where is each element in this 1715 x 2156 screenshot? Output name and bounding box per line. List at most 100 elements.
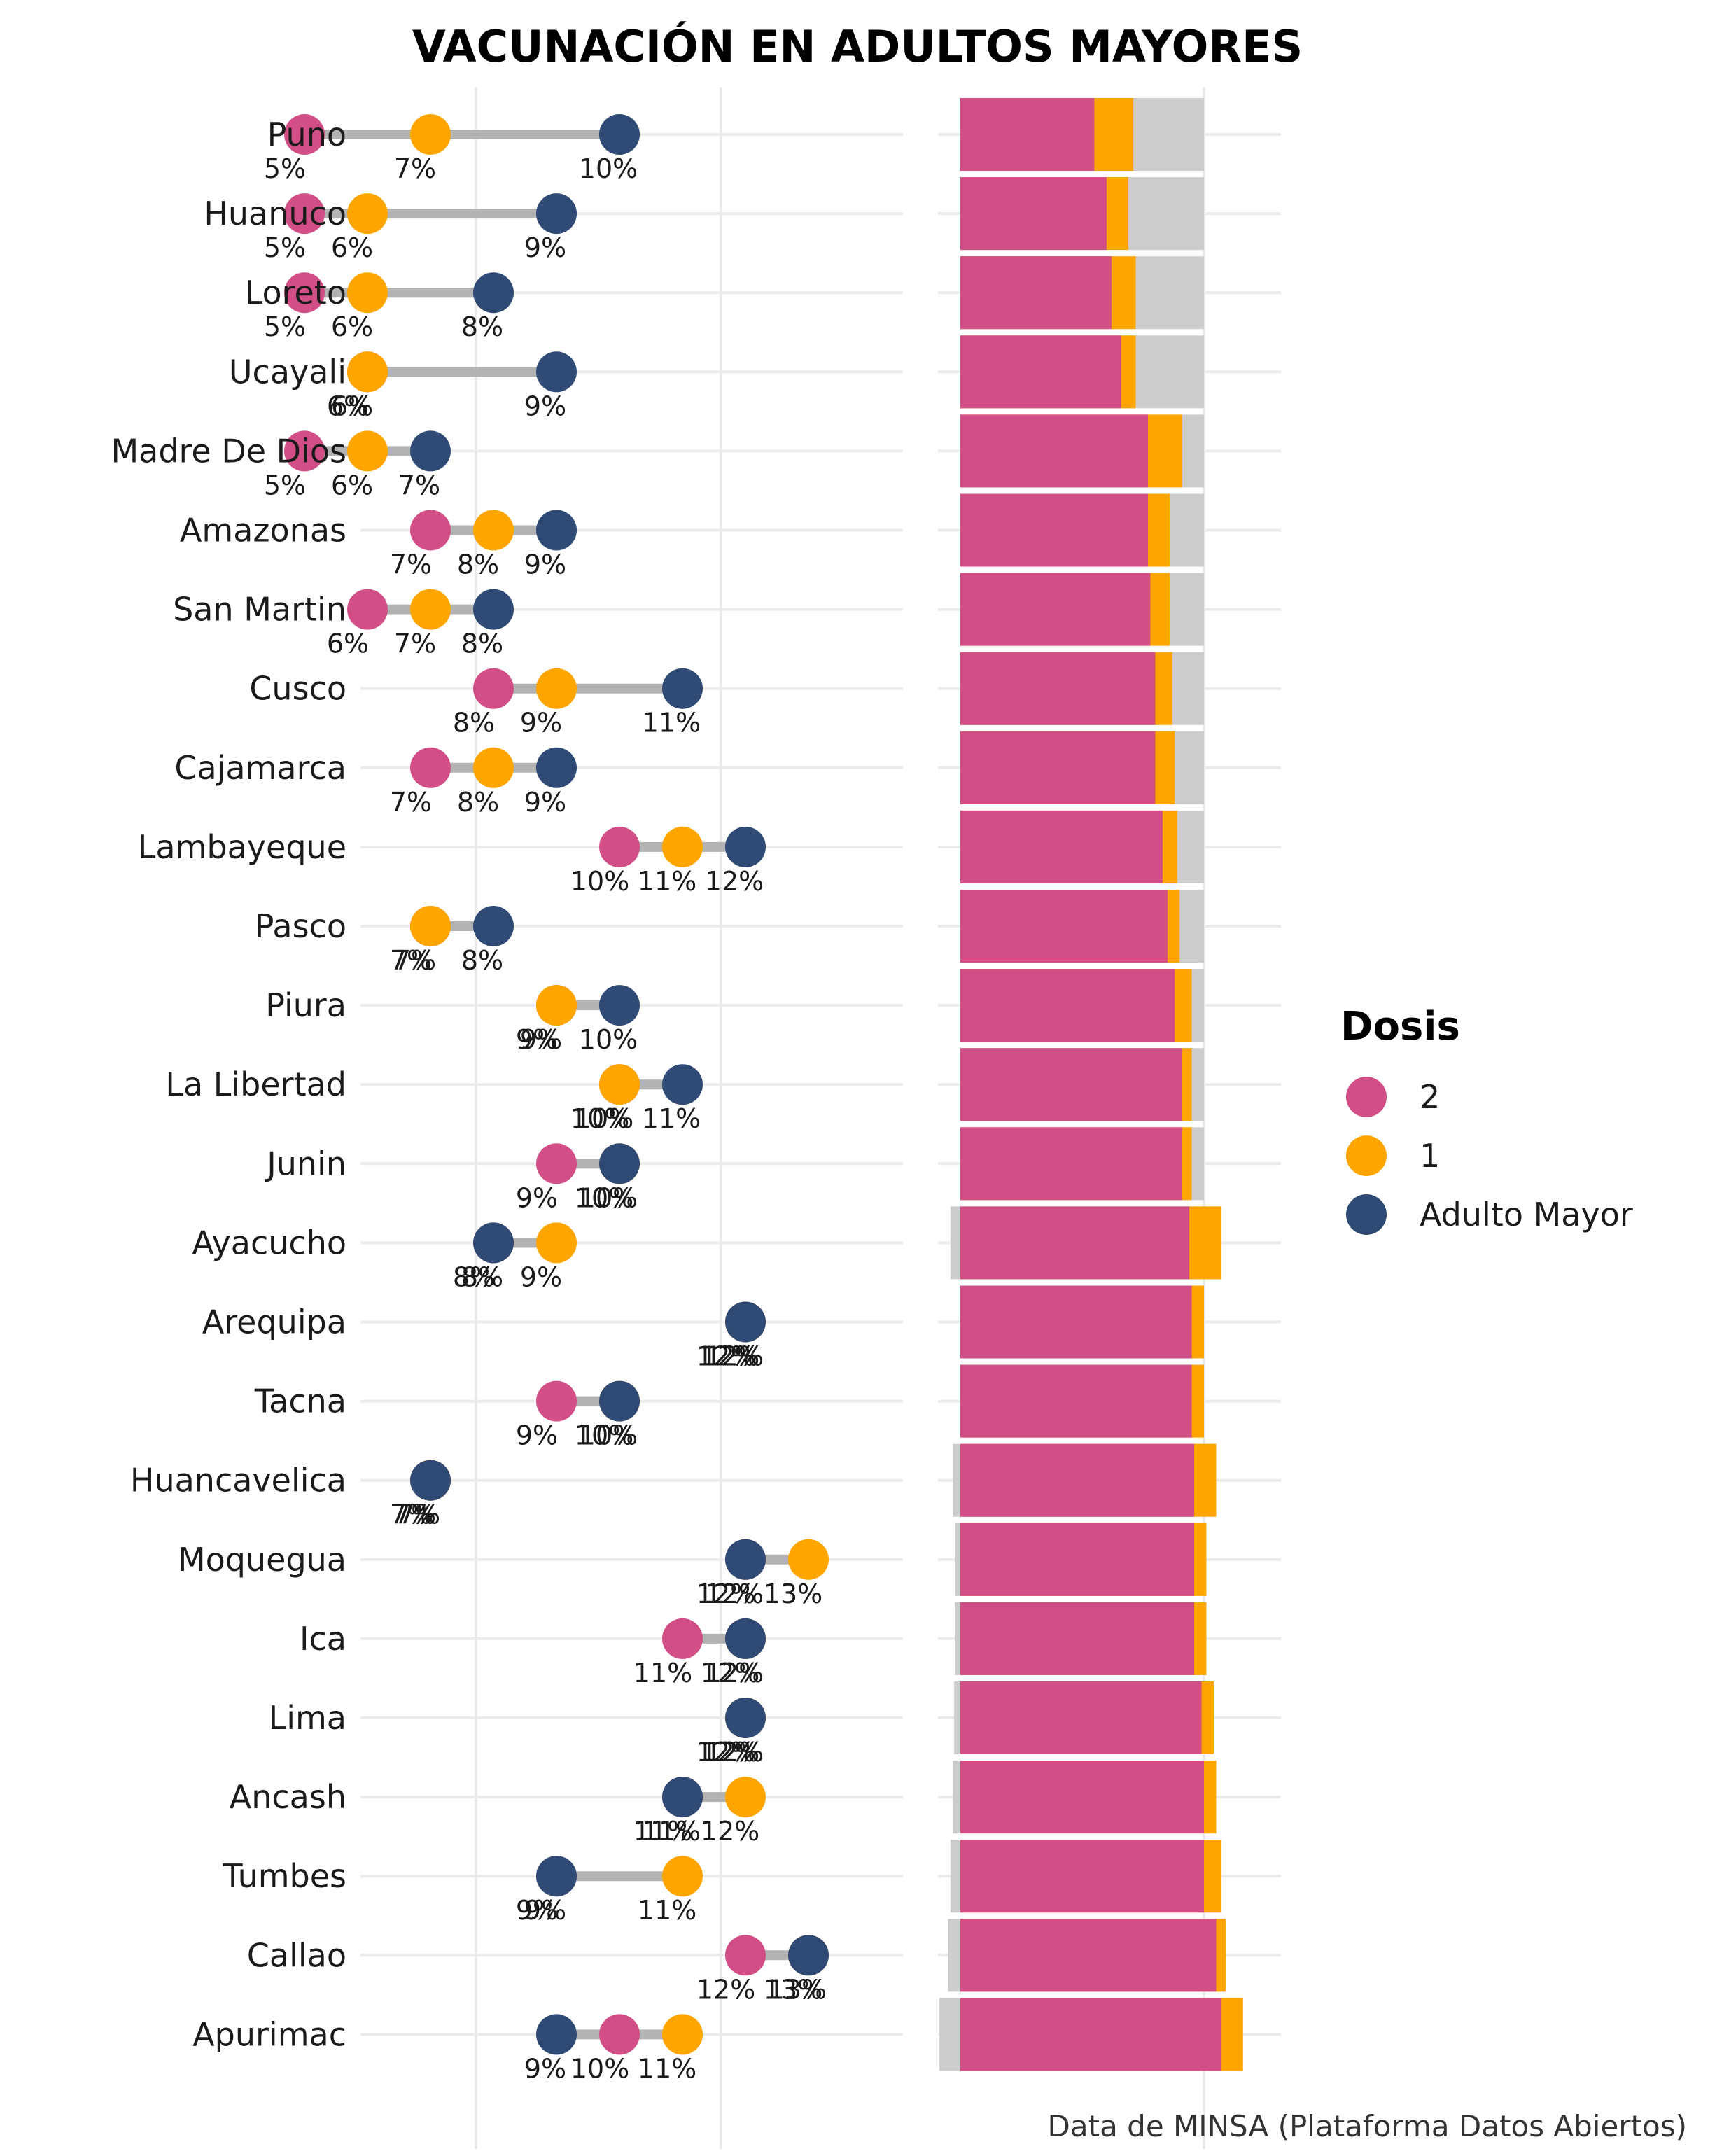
point-adulto-mayor [662, 668, 703, 709]
region-label: Cusco [249, 670, 346, 708]
label-adulto-mayor: 8% [461, 1261, 503, 1292]
label-dose-1: 11% [638, 2053, 696, 2084]
point-dose-1 [725, 1777, 766, 1818]
bar-dose-2 [960, 890, 1168, 962]
bar-dose-2 [960, 1919, 1217, 1992]
region-label: Callao [247, 1936, 346, 1974]
label-dose-2: 5% [264, 232, 306, 263]
point-dose-2 [410, 747, 451, 788]
label-adulto-mayor: 10% [579, 153, 638, 184]
label-dose-2: 8% [453, 708, 495, 738]
legend-label: Adulto Mayor [1420, 1196, 1633, 1233]
label-dose-2: 9% [516, 1420, 558, 1451]
label-dose-2: 7% [390, 550, 432, 580]
label-dose-2: 12% [696, 1737, 755, 1768]
label-adulto-mayor: 9% [524, 787, 566, 818]
label-dose-1: 10% [575, 1103, 634, 1134]
label-adulto-mayor: 9% [524, 232, 566, 263]
legend-label: 2 [1420, 1078, 1440, 1116]
point-adulto-mayor [599, 114, 640, 155]
legend-key [1346, 1135, 1387, 1176]
bar-dose-2 [960, 1127, 1182, 1200]
point-dose-2 [347, 589, 388, 630]
label-dose-1: 9% [520, 1261, 562, 1292]
bar-dose-2 [960, 177, 1107, 251]
label-dose-2: 9% [516, 1182, 558, 1213]
bar-dose-2 [960, 969, 1175, 1042]
label-adulto-mayor: 10% [579, 1182, 638, 1213]
point-adulto-mayor [536, 193, 577, 234]
point-dose-1 [347, 272, 388, 314]
point-dose-1 [536, 1222, 577, 1264]
bar-dose-2 [960, 98, 1095, 171]
label-adulto-mayor: 10% [579, 1420, 638, 1451]
point-adulto-mayor [725, 826, 766, 867]
label-dose-1: 10% [575, 1420, 634, 1451]
label-dose-2: 11% [634, 1658, 692, 1688]
point-dose-1 [536, 985, 577, 1026]
point-dose-1 [536, 668, 577, 709]
point-dose-2 [599, 2014, 640, 2055]
region-label: Arequipa [202, 1303, 346, 1341]
legend-label: 1 [1420, 1137, 1440, 1175]
point-adulto-mayor [599, 1143, 640, 1184]
label-dose-1: 6% [331, 312, 373, 342]
label-adulto-mayor: 10% [579, 1024, 638, 1055]
region-label: Ucayali [229, 353, 346, 391]
label-dose-2: 10% [570, 2053, 629, 2084]
point-adulto-mayor [725, 1301, 766, 1343]
label-dose-1: 13% [764, 1974, 822, 2005]
region-label: Huanuco [204, 195, 346, 232]
label-dose-2: 12% [696, 1341, 755, 1372]
label-dose-1: 6% [331, 391, 373, 421]
point-dose-1 [788, 1539, 829, 1580]
point-adulto-mayor [410, 1460, 451, 1501]
region-label: Loreto [245, 274, 346, 312]
point-dose-1 [347, 193, 388, 234]
label-dose-1: 11% [638, 1895, 696, 1926]
caption: Data de MINSA (Plataforma Datos Abiertos… [1048, 2109, 1687, 2143]
point-dose-2 [599, 826, 640, 867]
point-dose-2 [284, 193, 325, 234]
region-labels: Puno Huanuco Loreto Ucayali Madre De Dios Ama… [111, 115, 346, 2053]
dumbbell-panel: 5% 7% 10%5% 6% 9%5% 6% 8%6%6% 9%5% 6% 7%7% 8% 9%6% 7… [264, 114, 829, 2084]
label-dose-1: 6% [331, 470, 373, 500]
point-adulto-mayor [788, 1935, 829, 1976]
label-adulto-mayor: 12% [705, 1658, 764, 1688]
region-label: Tacna [254, 1382, 346, 1420]
label-adulto-mayor: 7% [398, 1499, 440, 1530]
label-adulto-mayor: 9% [524, 2053, 566, 2084]
point-dose-1 [473, 747, 514, 788]
label-adulto-mayor: 11% [642, 1816, 701, 1847]
bar-dose-2 [960, 573, 1151, 646]
point-dose-2 [536, 1143, 577, 1184]
point-adulto-mayor [662, 1064, 703, 1105]
region-label: Madre De Dios [111, 432, 346, 470]
region-label: Ica [300, 1620, 346, 1658]
point-adulto-mayor [473, 906, 514, 946]
point-dose-2 [473, 668, 514, 709]
label-adulto-mayor: 11% [642, 1103, 701, 1134]
label-adulto-mayor: 8% [461, 312, 503, 342]
point-adulto-mayor [473, 272, 514, 314]
label-dose-1: 9% [520, 1024, 562, 1055]
point-adulto-mayor [662, 1777, 703, 1818]
label-dose-1: 7% [394, 1499, 436, 1530]
label-dose-2: 7% [390, 945, 432, 976]
bar-dose-2 [960, 1285, 1192, 1359]
point-dose-1 [599, 1064, 640, 1105]
label-adulto-mayor: 9% [524, 550, 566, 580]
label-dose-2: 12% [696, 1974, 755, 2005]
label-dose-2: 11% [634, 1816, 692, 1847]
bar-dose-2 [960, 1681, 1202, 1754]
point-dose-1 [410, 906, 451, 946]
point-dose-2 [284, 114, 325, 155]
label-dose-1: 7% [394, 153, 436, 184]
label-adulto-mayor: 8% [461, 629, 503, 659]
label-dose-1: 12% [701, 1737, 760, 1768]
region-label: La Libertad [165, 1065, 346, 1103]
point-dose-1 [410, 114, 451, 155]
region-label: Ayacucho [192, 1224, 346, 1261]
label-dose-1: 9% [520, 708, 562, 738]
bar-dose-2 [960, 652, 1156, 725]
